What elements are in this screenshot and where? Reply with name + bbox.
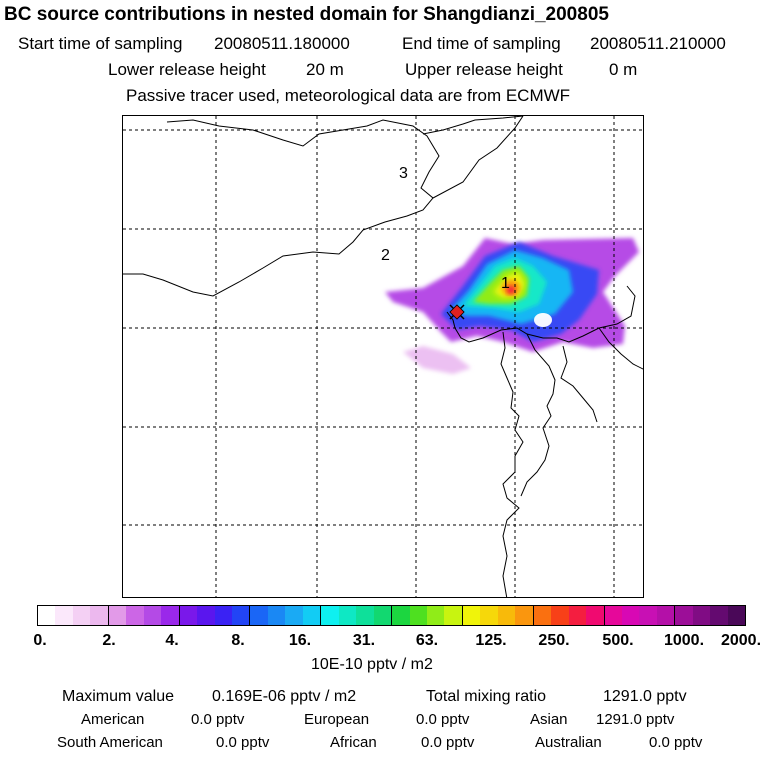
colorbar-cell bbox=[515, 606, 534, 625]
colorbar-tick: 500. bbox=[602, 632, 634, 649]
colorbar-cell bbox=[38, 606, 56, 625]
upper-release-value: 0 m bbox=[609, 60, 638, 79]
colorbar-cell bbox=[231, 606, 251, 625]
colorbar-cell bbox=[480, 606, 498, 625]
colorbar-cell bbox=[692, 606, 711, 625]
colorbar-cell bbox=[72, 606, 91, 625]
start-time-label: Start time of sampling bbox=[18, 34, 183, 53]
concentration-plume bbox=[385, 238, 639, 374]
colorbar-cell bbox=[108, 606, 127, 625]
colorbar-cell bbox=[675, 606, 693, 625]
colorbar-cell bbox=[639, 606, 657, 625]
colorbar-tick: 2. bbox=[102, 632, 116, 649]
map-panel: 1 2 3 bbox=[122, 115, 644, 598]
receptor-marker bbox=[449, 304, 465, 320]
map-grid bbox=[123, 116, 643, 597]
colorbar-cell bbox=[656, 606, 676, 625]
colorbar-cell bbox=[462, 606, 481, 625]
colorbar-cell bbox=[90, 606, 109, 625]
colorbar-cell bbox=[338, 606, 357, 625]
region-value: 0.0 pptv bbox=[421, 734, 475, 751]
colorbar-cell bbox=[356, 606, 374, 625]
colorbar-tick: 31. bbox=[352, 632, 376, 649]
colorbar-cell bbox=[568, 606, 587, 625]
map-label-2: 2 bbox=[381, 247, 390, 264]
region-value: 0.0 pptv bbox=[216, 734, 270, 751]
region-name: African bbox=[330, 734, 377, 751]
colorbar-cell bbox=[621, 606, 640, 625]
colorbar-tick: 63. bbox=[415, 632, 439, 649]
colorbar-tick: 16. bbox=[288, 632, 312, 649]
region-name: Australian bbox=[535, 734, 602, 751]
region-name: South American bbox=[57, 734, 163, 751]
colorbar-cell bbox=[373, 606, 393, 625]
colorbar-tick: 1000. bbox=[663, 632, 705, 649]
lower-release-label: Lower release height bbox=[108, 60, 266, 79]
total-mixing-label: Total mixing ratio bbox=[426, 688, 547, 705]
end-time-label: End time of sampling bbox=[402, 34, 561, 53]
colorbar-tick: 8. bbox=[231, 632, 245, 649]
region-name: American bbox=[81, 711, 145, 728]
colorbar-cell bbox=[179, 606, 198, 625]
map-canvas: 1 2 3 bbox=[123, 116, 643, 597]
region-value: 0.0 pptv bbox=[649, 734, 703, 751]
coastlines bbox=[123, 116, 643, 597]
tracer-note: Passive tracer used, meteorological data… bbox=[126, 86, 571, 105]
colorbar-cell bbox=[497, 606, 516, 625]
region-name: Asian bbox=[530, 711, 568, 728]
colorbar-cell bbox=[727, 606, 746, 625]
colorbar-cell bbox=[426, 606, 445, 625]
colorbar-cell bbox=[392, 606, 410, 625]
colorbar-cell bbox=[302, 606, 322, 625]
colorbar-cell bbox=[285, 606, 303, 625]
colorbar-tick: 125. bbox=[475, 632, 507, 649]
colorbar-unit: 10E-10 pptv / m2 bbox=[311, 656, 433, 673]
lower-release-value: 20 m bbox=[306, 60, 344, 79]
colorbar-cell bbox=[321, 606, 339, 625]
colorbar-tick: 0. bbox=[33, 632, 47, 649]
map-label-3: 3 bbox=[399, 165, 408, 182]
colorbar-cell bbox=[409, 606, 427, 625]
colorbar-cell bbox=[55, 606, 73, 625]
colorbar-cell bbox=[197, 606, 215, 625]
colorbar-cell bbox=[250, 606, 268, 625]
colorbar-cell bbox=[143, 606, 162, 625]
total-mixing-value: 1291.0 pptv bbox=[603, 688, 687, 705]
colorbar-tick: 250. bbox=[538, 632, 570, 649]
region-value: 0.0 pptv bbox=[191, 711, 245, 728]
colorbar-cell bbox=[604, 606, 622, 625]
start-time-value: 20080511.180000 bbox=[214, 34, 350, 53]
region-value: 0.0 pptv bbox=[416, 711, 470, 728]
region-value: 1291.0 pptv bbox=[596, 711, 675, 728]
map-label-1: 1 bbox=[501, 275, 510, 292]
colorbar-cell bbox=[533, 606, 552, 625]
max-value: 0.169E-06 pptv / m2 bbox=[212, 688, 357, 705]
colorbar-cell bbox=[710, 606, 728, 625]
colorbar-cell bbox=[267, 606, 286, 625]
region-name: European bbox=[304, 711, 370, 728]
colorbar-cell bbox=[551, 606, 569, 625]
plot-title: BC source contributions in nested domain… bbox=[4, 4, 609, 25]
end-time-value: 20080511.210000 bbox=[590, 34, 726, 53]
max-value-label: Maximum value bbox=[62, 688, 175, 705]
upper-release-label: Upper release height bbox=[405, 60, 563, 79]
colorbar-cell bbox=[214, 606, 232, 625]
colorbar bbox=[37, 605, 746, 626]
colorbar-cell bbox=[444, 606, 463, 625]
colorbar-cell bbox=[586, 606, 605, 625]
colorbar-cell bbox=[161, 606, 180, 625]
colorbar-cell bbox=[126, 606, 144, 625]
colorbar-tick: 4. bbox=[165, 632, 179, 649]
colorbar-tick: 2000. bbox=[720, 632, 762, 649]
